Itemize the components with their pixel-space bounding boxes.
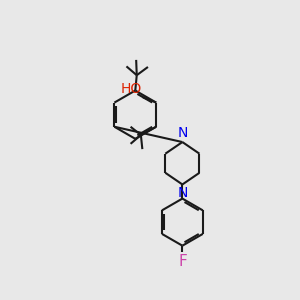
Text: N: N [177,186,188,200]
Text: HO: HO [121,82,142,96]
Text: F: F [178,254,187,269]
Text: N: N [177,126,188,140]
